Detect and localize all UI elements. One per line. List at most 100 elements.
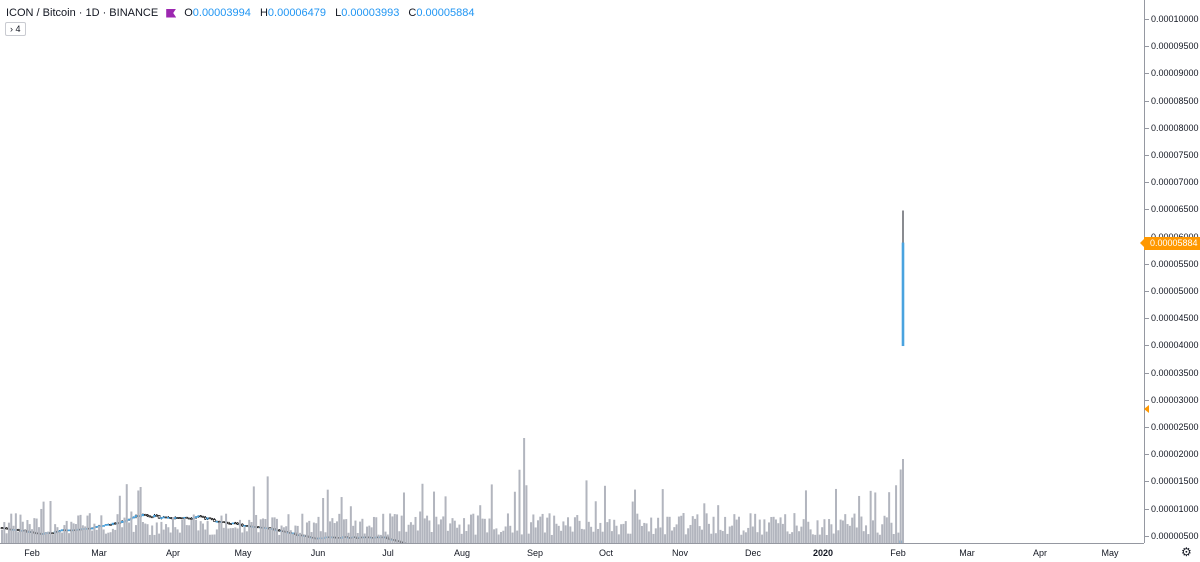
candle: [234, 522, 236, 524]
last-price-label: 0.00005884: [1144, 237, 1200, 250]
volume-bar: [521, 534, 523, 543]
chart-canvas[interactable]: [0, 0, 1144, 543]
volume-bar: [204, 530, 206, 543]
volume-bar: [271, 517, 273, 543]
candle: [121, 520, 123, 523]
volume-bar: [389, 513, 391, 543]
volume-bar: [738, 517, 740, 543]
volume-bar: [257, 532, 259, 543]
candle: [151, 517, 153, 518]
volume-bar: [22, 522, 24, 543]
volume-bar: [433, 492, 435, 543]
volume-bar: [412, 525, 414, 543]
candle: [214, 518, 216, 521]
symbol-legend: ICON / Bitcoin · 1D · BINANCE O0.0000399…: [6, 5, 474, 21]
volume-bar: [190, 520, 192, 543]
volume-bar: [36, 519, 38, 543]
volume-bar: [350, 506, 352, 543]
candle: [241, 523, 243, 527]
volume-bar: [281, 526, 283, 543]
volume-bar: [502, 531, 504, 543]
volume-bar: [186, 525, 188, 543]
time-tick-label: Nov: [672, 548, 688, 558]
volume-bar: [327, 490, 329, 543]
volume-bar: [597, 529, 599, 543]
volume-bar: [498, 534, 500, 543]
flag-icon[interactable]: [166, 9, 176, 18]
chart-pane[interactable]: ICON / Bitcoin · 1D · BINANCE O0.0000399…: [0, 0, 1144, 543]
volume-bar: [715, 533, 717, 543]
volume-bar: [313, 523, 315, 543]
volume-bar: [216, 529, 218, 543]
candle: [158, 515, 160, 519]
price-tick-label: 0.00001500: [1151, 476, 1199, 486]
volume-bar: [525, 485, 527, 543]
price-tick-mark: [1145, 101, 1149, 102]
volume-bar: [560, 531, 562, 543]
volume-bar: [683, 513, 685, 543]
volume-bar: [731, 526, 733, 543]
volume-bar: [849, 526, 851, 543]
volume-bar: [301, 514, 303, 543]
volume-bar: [123, 518, 125, 543]
volume-bar: [863, 531, 865, 543]
volume-bar: [606, 522, 608, 543]
candle: [91, 527, 93, 529]
volume-bar: [514, 492, 516, 543]
volume-bar: [562, 521, 564, 543]
time-tick-label: Feb: [24, 548, 40, 558]
volume-bar: [133, 532, 135, 543]
price-tick-label: 0.00003500: [1151, 368, 1199, 378]
price-tick-mark: [1145, 209, 1149, 210]
price-tick-mark: [1145, 46, 1149, 47]
volume-bar: [251, 522, 253, 543]
volume-bar: [149, 535, 151, 543]
volume-bar: [75, 524, 77, 543]
volume-bar: [165, 524, 167, 543]
volume-bar: [884, 516, 886, 543]
volume-bar: [706, 513, 708, 543]
volume-bar: [800, 527, 802, 543]
time-tick-label: Aug: [454, 548, 470, 558]
volume-bar: [784, 514, 786, 543]
volume-bar: [320, 531, 322, 543]
volume-bar: [689, 525, 691, 543]
indicators-toggle-button[interactable]: › 4: [5, 22, 26, 36]
volume-bar: [181, 520, 183, 543]
volume-bar: [158, 534, 160, 543]
price-tick-mark: [1145, 400, 1149, 401]
time-tick-label: 2020: [813, 548, 833, 558]
volume-bar: [701, 530, 703, 543]
volume-bar: [900, 470, 902, 544]
volume-bar: [546, 518, 548, 543]
volume-bar: [632, 502, 634, 543]
volume-bar: [220, 516, 222, 543]
volume-bar: [15, 513, 17, 543]
candle: [110, 524, 112, 525]
volume-bar: [874, 492, 876, 543]
volume-bar: [311, 532, 313, 543]
low-value: 0.00003993: [341, 7, 399, 19]
volume-bar: [544, 532, 546, 543]
volume-bar: [341, 497, 343, 543]
volume-bar: [860, 517, 862, 543]
candle: [144, 514, 146, 515]
volume-bar: [807, 522, 809, 543]
volume-bar: [488, 519, 490, 543]
volume-bar: [405, 532, 407, 543]
volume-bar: [505, 526, 507, 543]
volume-bar: [745, 532, 747, 543]
price-tick-mark: [1145, 19, 1149, 20]
volume-bar: [759, 520, 761, 543]
gear-icon[interactable]: ⚙: [1181, 546, 1192, 558]
candle: [237, 522, 239, 525]
volume-bar: [119, 496, 121, 543]
candle: [156, 514, 158, 517]
price-tick-mark: [1145, 509, 1149, 510]
volume-bar: [729, 527, 731, 543]
volume-bar: [740, 535, 742, 543]
symbol-title[interactable]: ICON / Bitcoin · 1D · BINANCE: [6, 7, 158, 19]
time-tick-label: Oct: [599, 548, 613, 558]
